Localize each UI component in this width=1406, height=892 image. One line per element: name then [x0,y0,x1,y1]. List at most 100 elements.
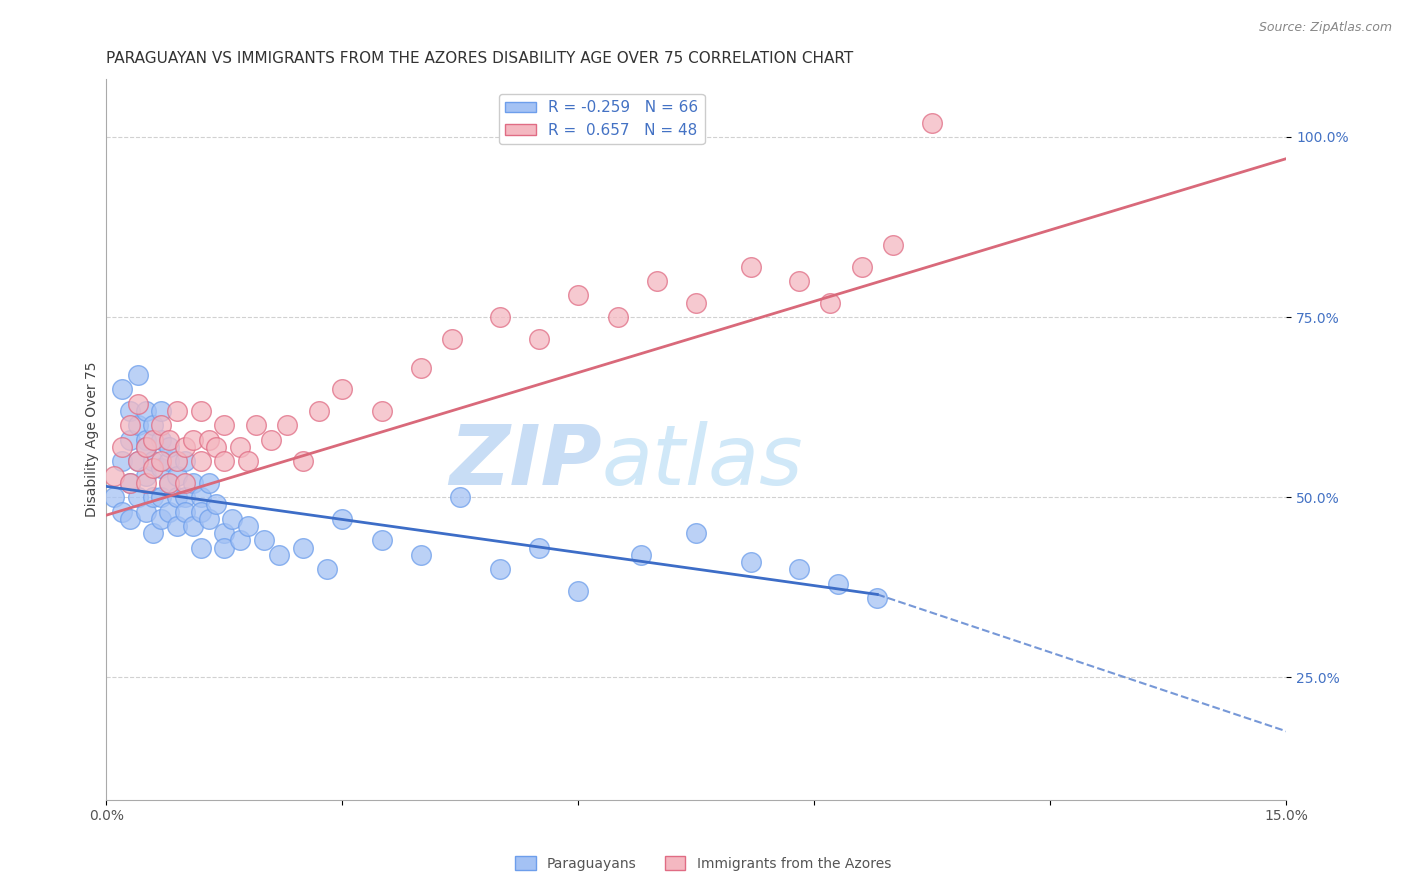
Point [221,512,243,526]
Point [111,382,134,396]
Point [488,310,510,324]
Point [787,274,810,288]
Point [488,562,510,576]
Point [229,440,252,454]
Point [449,490,471,504]
Point [260,433,283,447]
Point [135,440,157,454]
Point [818,295,841,310]
Point [441,332,464,346]
Point [245,418,267,433]
Point [111,440,134,454]
Point [142,454,165,468]
Point [135,433,157,447]
Point [827,576,849,591]
Point [127,368,149,382]
Point [166,403,188,417]
Point [190,454,212,468]
Point [630,548,652,562]
Point [214,418,236,433]
Point [166,519,188,533]
Point [157,475,180,490]
Point [150,490,173,504]
Text: Source: ZipAtlas.com: Source: ZipAtlas.com [1258,21,1392,34]
Point [127,490,149,504]
Point [214,526,236,541]
Point [851,260,873,274]
Point [214,541,236,555]
Point [921,115,943,129]
Point [142,418,165,433]
Point [197,512,219,526]
Point [142,490,165,504]
Point [527,332,550,346]
Point [205,440,228,454]
Point [787,562,810,576]
Text: PARAGUAYAN VS IMMIGRANTS FROM THE AZORES DISABILITY AGE OVER 75 CORRELATION CHAR: PARAGUAYAN VS IMMIGRANTS FROM THE AZORES… [107,51,853,66]
Point [150,433,173,447]
Point [118,512,141,526]
Point [866,591,889,605]
Point [291,541,314,555]
Point [740,555,762,569]
Point [135,403,157,417]
Point [127,454,149,468]
Point [150,454,173,468]
Point [135,468,157,483]
Point [685,526,707,541]
Point [882,238,904,252]
Point [103,490,125,504]
Point [157,454,180,468]
Point [308,403,330,417]
Point [127,454,149,468]
Point [330,382,353,396]
Point [174,490,197,504]
Point [181,475,204,490]
Point [645,274,668,288]
Point [181,519,204,533]
Point [111,454,134,468]
Point [229,533,252,548]
Point [190,541,212,555]
Point [135,440,157,454]
Point [205,497,228,511]
Point [150,512,173,526]
Point [150,418,173,433]
Point [142,433,165,447]
Point [135,475,157,490]
Legend: Paraguayans, Immigrants from the Azores: Paraguayans, Immigrants from the Azores [509,850,897,876]
Point [330,512,353,526]
Point [142,526,165,541]
Point [370,403,392,417]
Point [214,454,236,468]
Y-axis label: Disability Age Over 75: Disability Age Over 75 [86,362,100,517]
Point [157,505,180,519]
Point [740,260,762,274]
Point [190,403,212,417]
Text: ZIP: ZIP [450,421,602,501]
Point [567,288,589,302]
Legend: R = -0.259   N = 66, R =  0.657   N = 48: R = -0.259 N = 66, R = 0.657 N = 48 [499,95,704,144]
Point [166,468,188,483]
Point [111,505,134,519]
Point [685,295,707,310]
Point [174,454,197,468]
Point [252,533,274,548]
Point [157,440,180,454]
Point [135,505,157,519]
Point [142,461,165,475]
Point [118,475,141,490]
Point [315,562,337,576]
Point [567,583,589,598]
Point [118,403,141,417]
Point [127,418,149,433]
Point [190,490,212,504]
Point [174,505,197,519]
Point [118,418,141,433]
Point [150,461,173,475]
Point [157,475,180,490]
Point [103,468,125,483]
Point [181,433,204,447]
Point [118,475,141,490]
Point [166,454,188,468]
